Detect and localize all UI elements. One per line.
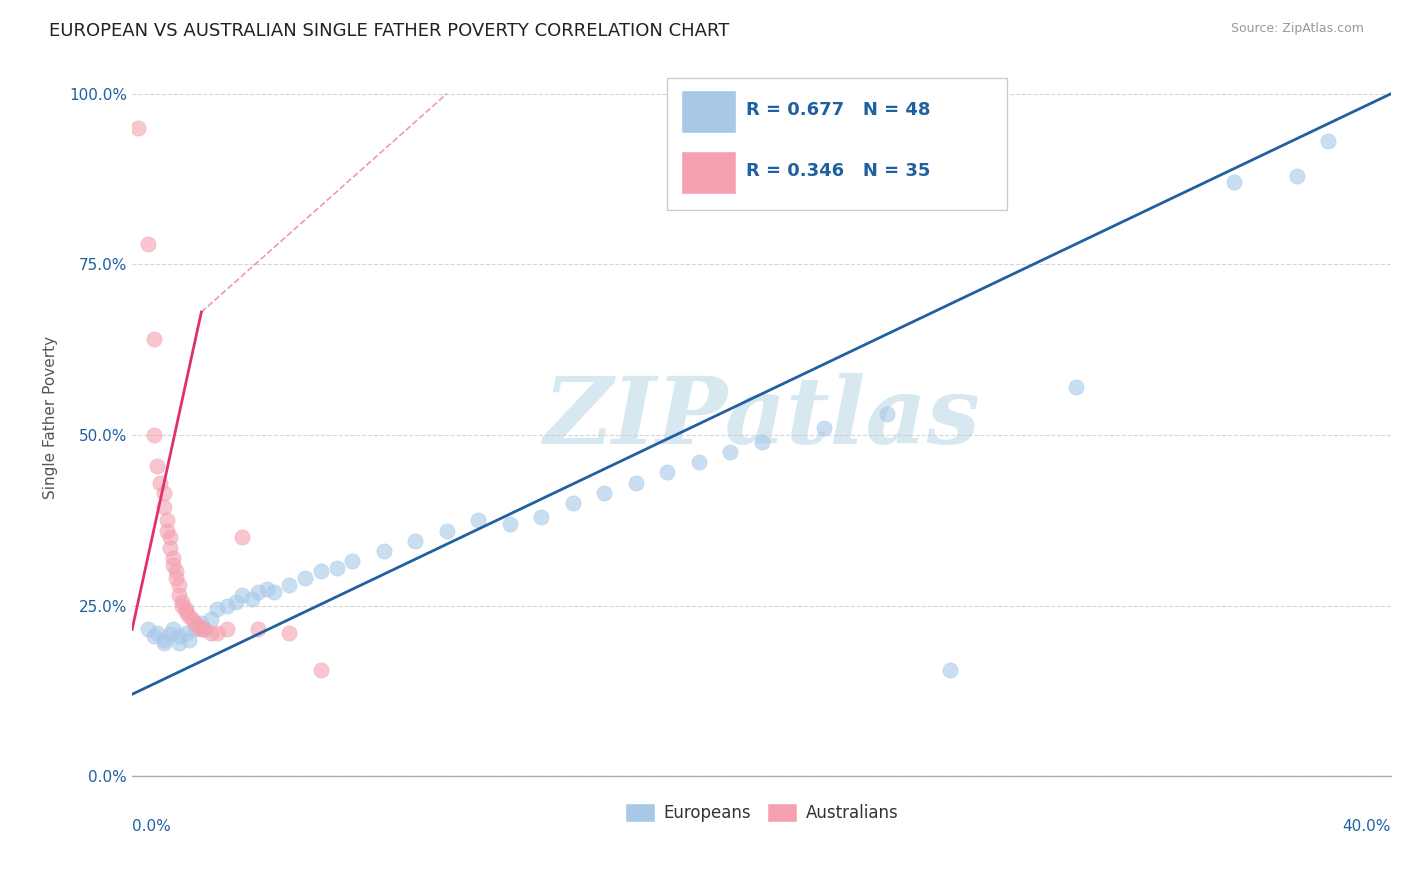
Text: ZIPatlas: ZIPatlas	[543, 373, 980, 463]
Point	[246, 585, 269, 599]
Point	[149, 475, 172, 490]
Point	[193, 623, 215, 637]
Point	[1222, 176, 1244, 190]
Text: 40.0%: 40.0%	[1343, 819, 1391, 834]
Point	[177, 632, 200, 647]
Point	[162, 623, 184, 637]
Legend: Europeans, Australians: Europeans, Australians	[619, 797, 905, 829]
FancyBboxPatch shape	[681, 90, 737, 133]
Point	[169, 636, 191, 650]
Point	[624, 475, 647, 490]
Point	[165, 571, 187, 585]
Point	[159, 541, 181, 555]
Point	[1317, 135, 1340, 149]
Point	[225, 595, 247, 609]
Point	[190, 615, 212, 630]
Point	[263, 585, 285, 599]
FancyBboxPatch shape	[681, 152, 737, 194]
Point	[169, 629, 191, 643]
Point	[342, 554, 364, 568]
Point	[876, 408, 898, 422]
Point	[530, 509, 553, 524]
Point	[309, 664, 332, 678]
Point	[436, 524, 458, 538]
Point	[127, 120, 149, 135]
Point	[156, 513, 179, 527]
Point	[184, 615, 207, 630]
FancyBboxPatch shape	[666, 78, 1007, 211]
Point	[205, 602, 228, 616]
Point	[939, 664, 962, 678]
Point	[718, 445, 741, 459]
Point	[593, 486, 616, 500]
Point	[688, 455, 710, 469]
Point	[136, 623, 159, 637]
Point	[278, 578, 301, 592]
Point	[143, 428, 166, 442]
Point	[1285, 169, 1308, 183]
Point	[467, 513, 489, 527]
Point	[256, 582, 278, 596]
Point	[561, 496, 583, 510]
Point	[246, 623, 269, 637]
Point	[193, 623, 215, 637]
Point	[177, 608, 200, 623]
Point	[231, 530, 253, 544]
Point	[136, 236, 159, 251]
Text: R = 0.346   N = 35: R = 0.346 N = 35	[747, 161, 931, 179]
Point	[373, 544, 395, 558]
Point	[156, 524, 179, 538]
Point	[174, 625, 197, 640]
Point	[278, 625, 301, 640]
Point	[174, 602, 197, 616]
Point	[215, 599, 238, 613]
Point	[499, 516, 522, 531]
Point	[190, 623, 212, 637]
Point	[404, 533, 426, 548]
Point	[146, 458, 169, 473]
Point	[180, 612, 202, 626]
Y-axis label: Single Father Poverty: Single Father Poverty	[44, 336, 58, 500]
Point	[143, 333, 166, 347]
Point	[169, 578, 191, 592]
Text: EUROPEAN VS AUSTRALIAN SINGLE FATHER POVERTY CORRELATION CHART: EUROPEAN VS AUSTRALIAN SINGLE FATHER POV…	[49, 22, 730, 40]
Point	[325, 561, 347, 575]
Text: R = 0.677   N = 48: R = 0.677 N = 48	[747, 101, 931, 119]
Point	[187, 619, 209, 633]
Point	[152, 632, 174, 647]
Point	[309, 565, 332, 579]
Point	[143, 629, 166, 643]
Point	[751, 434, 773, 449]
Point	[152, 500, 174, 514]
Point	[655, 466, 678, 480]
Text: 0.0%: 0.0%	[132, 819, 172, 834]
Point	[184, 623, 207, 637]
Point	[146, 625, 169, 640]
Point	[162, 558, 184, 572]
Point	[172, 595, 194, 609]
Point	[200, 612, 222, 626]
Point	[205, 625, 228, 640]
Point	[165, 565, 187, 579]
Point	[159, 530, 181, 544]
Point	[174, 606, 197, 620]
Point	[159, 627, 181, 641]
Point	[240, 591, 263, 606]
Point	[162, 550, 184, 565]
Point	[152, 486, 174, 500]
Point	[231, 588, 253, 602]
Point	[215, 623, 238, 637]
Point	[294, 571, 316, 585]
Point	[1064, 380, 1087, 394]
Text: Source: ZipAtlas.com: Source: ZipAtlas.com	[1230, 22, 1364, 36]
Point	[172, 599, 194, 613]
Point	[169, 588, 191, 602]
Point	[152, 636, 174, 650]
Point	[813, 421, 835, 435]
Point	[200, 625, 222, 640]
